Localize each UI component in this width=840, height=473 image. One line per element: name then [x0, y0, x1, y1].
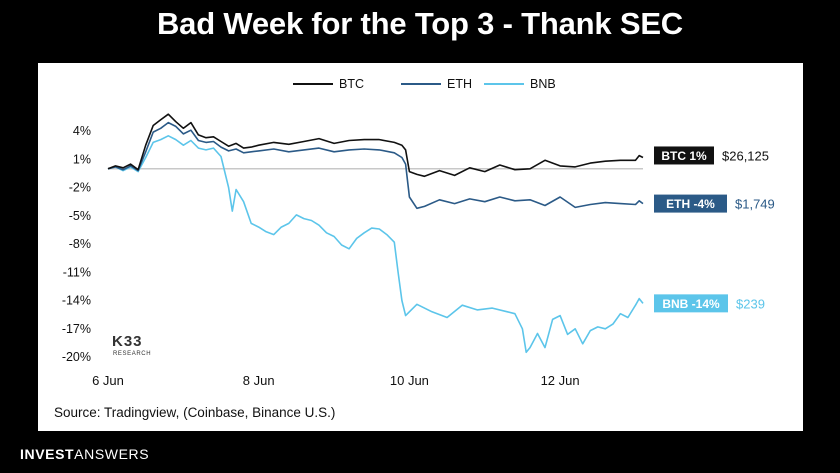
y-tick-label: 4% [73, 124, 91, 138]
y-tick-label: -14% [62, 294, 91, 308]
y-tick-label: -8% [69, 237, 91, 251]
end-badge-label-btc: BTC 1% [661, 149, 707, 163]
y-tick-label: 1% [73, 152, 91, 166]
series-end-labels: BTC 1% $26,125 ETH -4% $1,749 BNB -14% $239 [654, 146, 775, 313]
end-badge-label-eth: ETH -4% [666, 197, 715, 211]
line-chart: BTC ETH BNB 4%1%-2%-5%-8%-11%-14%-17%-20% … [62, 77, 775, 388]
end-value-btc: $26,125 [722, 148, 769, 163]
chart-legend: BTC ETH BNB [293, 77, 556, 91]
legend-label-bnb: BNB [530, 77, 556, 91]
y-axis: 4% 1% -2% -5% -8% -11% -14% -17% -20% [62, 124, 91, 364]
y-tick-label: -20% [62, 350, 91, 364]
page-title: Bad Week for the Top 3 - Thank SEC [156, 6, 683, 41]
end-badge-eth [654, 194, 727, 213]
chart-card: BTC ETH BNB 4% 1% -2% -5% -8% -11% -14% -17% -20% … [38, 63, 803, 431]
series-line-eth [107, 121, 644, 210]
series-line-btc [107, 113, 644, 178]
x-tick-label: 8 Jun [243, 373, 275, 388]
y-tick-label: -5% [69, 209, 91, 223]
brand-bold: INVEST [20, 446, 75, 462]
x-tick-label: 10 Jun [390, 373, 429, 388]
k33-logo-subtext: RESEARCH [113, 351, 151, 357]
x-tick-label: 6 Jun [92, 373, 124, 388]
end-value-bnb: $239 [736, 296, 765, 311]
end-value-eth: $1,749 [735, 197, 775, 212]
k33-logo-text: K33 [112, 333, 143, 350]
y-tick-label: -17% [62, 322, 91, 336]
end-badge-bnb [654, 294, 728, 313]
source-note: Source: Tradingview, (Coinbase, Binance … [54, 405, 336, 420]
y-tick-label: -2% [69, 181, 91, 195]
invest-answers-logo: INVESTANSWERS [20, 446, 149, 462]
end-badge-btc [654, 146, 714, 165]
series-lines [107, 113, 644, 354]
brand-light: ANSWERS [74, 446, 150, 462]
y-tick-label: -11% [63, 265, 91, 279]
legend-label-btc: BTC [339, 77, 364, 91]
x-tick-label: 12 Jun [541, 373, 580, 388]
end-badge-label-bnb: BNB -14% [662, 297, 720, 311]
series-line-bnb [107, 135, 644, 354]
x-axis: 6 Jun 8 Jun 10 Jun 12 Jun [92, 373, 580, 388]
k33-research-logo: K33 RESEARCH [112, 333, 151, 357]
legend-label-eth: ETH [447, 77, 472, 91]
